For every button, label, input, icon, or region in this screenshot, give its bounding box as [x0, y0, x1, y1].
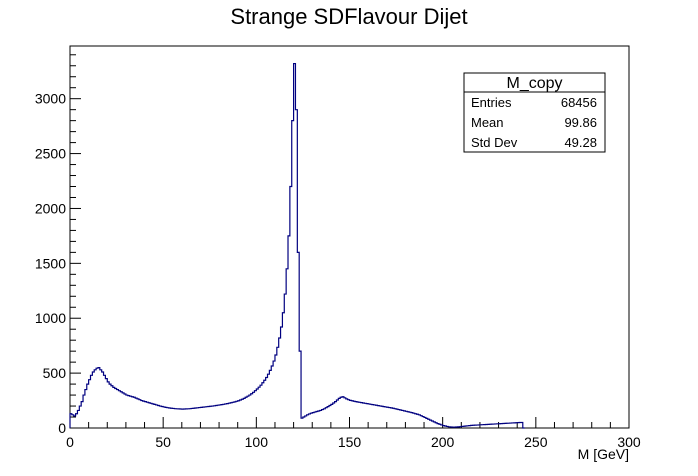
stats-stddev-label: Std Dev — [471, 135, 518, 150]
stats-mean-value: 99.86 — [564, 115, 597, 130]
x-tick-label: 150 — [338, 434, 362, 450]
stats-box-frame — [463, 72, 606, 153]
x-tick-label: 0 — [66, 434, 74, 450]
axis-tick-labels: 0 50 100 150 200 250 3000500100015002000250030… — [35, 91, 641, 450]
axis-ticks — [69, 54, 630, 429]
stats-entries-label: Entries — [471, 95, 512, 110]
y-tick-label: 2500 — [35, 146, 66, 162]
y-tick-label: 500 — [43, 365, 67, 381]
x-tick-label: 50 — [155, 434, 171, 450]
x-tick-label: 300 — [617, 434, 641, 450]
y-tick-label: 3000 — [35, 91, 66, 107]
chart-title: Strange SDFlavour Dijet — [230, 4, 467, 29]
y-tick-label: 2000 — [35, 200, 66, 216]
stats-entries-value: 68456 — [561, 95, 597, 110]
x-tick-label: 200 — [431, 434, 455, 450]
stats-box: M_copy Entries 68456 Mean 99.86 Std Dev … — [463, 72, 606, 153]
y-tick-label: 1500 — [35, 255, 66, 271]
x-tick-label: 100 — [245, 434, 269, 450]
stats-stddev-value: 49.28 — [564, 135, 597, 150]
x-tick-label: 250 — [524, 434, 548, 450]
stats-mean-label: Mean — [471, 115, 504, 130]
x-axis-label: M [GeV] — [578, 446, 629, 462]
y-tick-label: 0 — [58, 420, 66, 436]
y-tick-label: 1000 — [35, 310, 66, 326]
stats-box-title: M_copy — [506, 75, 562, 92]
histogram-series-line — [69, 62, 525, 429]
